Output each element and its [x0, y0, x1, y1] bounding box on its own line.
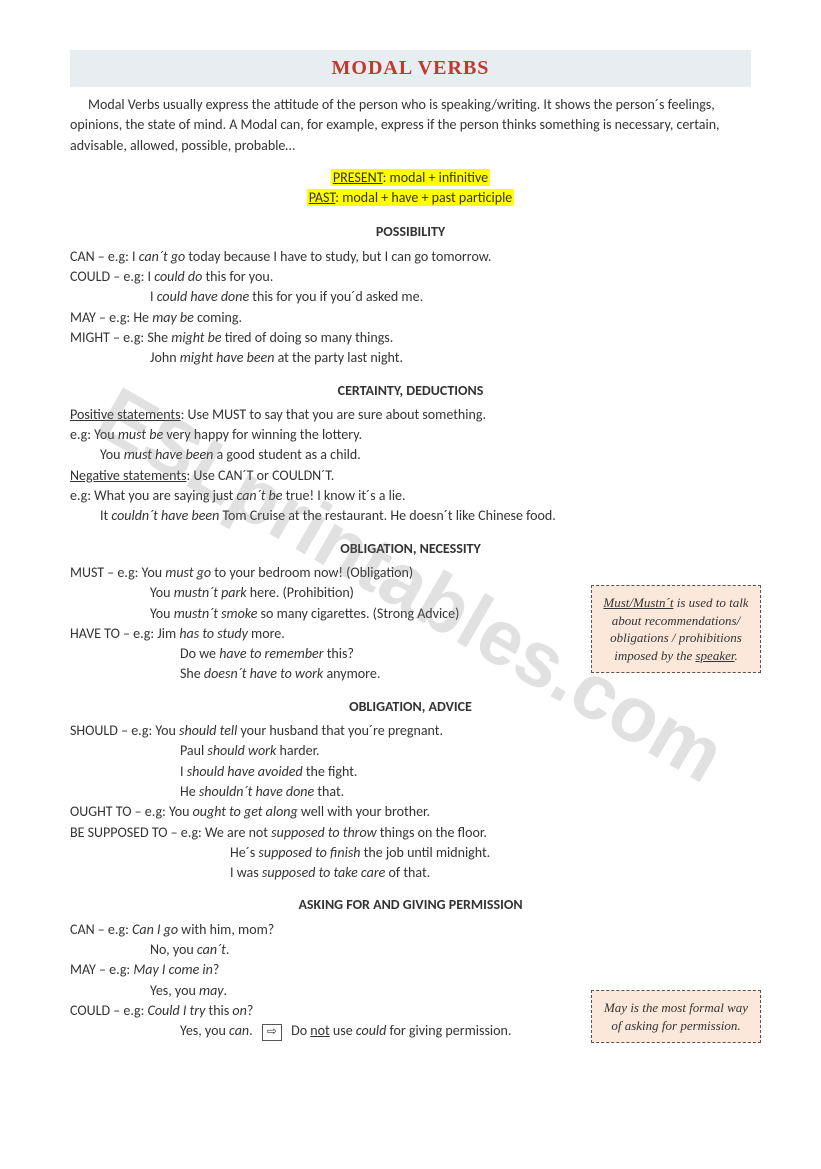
- page-title: MODAL VERBS: [332, 57, 490, 79]
- on-l1: MUST – e.g: You must go to your bedroom …: [70, 563, 751, 583]
- section-head-possibility: POSSIBILITY: [70, 222, 751, 242]
- poss-l6: John might have been at the party last n…: [150, 348, 751, 368]
- cert-p2: You must have been a good student as a c…: [100, 445, 751, 465]
- note-box-must: Must/Mustn´t is used to talk about recom…: [591, 585, 761, 673]
- intro-paragraph: Modal Verbs usually express the attitude…: [70, 95, 751, 156]
- poss-l1: CAN – e.g: I can´t go today because I ha…: [70, 247, 751, 267]
- poss-l5: MIGHT – e.g: She might be tired of doing…: [70, 328, 751, 348]
- formula-present: PRESENT: modal + infinitive: [70, 168, 751, 188]
- section-head-oblig-adv: OBLIGATION, ADVICE: [70, 697, 751, 717]
- poss-l4: MAY – e.g: He may be coming.: [70, 308, 751, 328]
- poss-l3: I could have done this for you if you´d …: [150, 287, 751, 307]
- oa-l6: BE SUPPOSED TO – e.g: We are not suppose…: [70, 823, 751, 843]
- section-head-certainty: CERTAINTY, DEDUCTIONS: [70, 381, 751, 401]
- formula-past: PAST: modal + have + past participle: [70, 188, 751, 208]
- section-head-permission: ASKING FOR AND GIVING PERMISSION: [70, 895, 751, 915]
- cert-n2: It couldn´t have been Tom Cruise at the …: [100, 506, 751, 526]
- formula-block: PRESENT: modal + infinitive PAST: modal …: [70, 168, 751, 209]
- pm-l1: CAN – e.g: Can I go with him, mom?: [70, 920, 751, 940]
- arrow-icon: ⇨: [262, 1024, 282, 1040]
- cert-pos: Positive statements: Use MUST to say tha…: [70, 405, 751, 425]
- oa-l5: OUGHT TO – e.g: You ought to get along w…: [70, 802, 751, 822]
- oa-l1: SHOULD – e.g: You should tell your husba…: [70, 721, 751, 741]
- pm-l3: MAY – e.g: May I come in?: [70, 960, 751, 980]
- title-bar: MODAL VERBS: [70, 50, 751, 87]
- oa-l4: He shouldn´t have done that.: [180, 782, 751, 802]
- oa-l3: I should have avoided the fight.: [180, 762, 751, 782]
- section-head-oblig-nec: OBLIGATION, NECESSITY: [70, 539, 751, 559]
- poss-l2: COULD – e.g: I could do this for you.: [70, 267, 751, 287]
- cert-neg: Negative statements: Use CAN´T or COULDN…: [70, 466, 751, 486]
- oa-l2: Paul should work harder.: [180, 741, 751, 761]
- cert-p1: e.g: You must be very happy for winning …: [70, 425, 751, 445]
- oa-l8: I was supposed to take care of that.: [230, 863, 751, 883]
- note-box-may: May is the most formal way of asking for…: [591, 990, 761, 1043]
- pm-l2: No, you can´t.: [150, 940, 751, 960]
- cert-n1: e.g: What you are saying just can´t be t…: [70, 486, 751, 506]
- oa-l7: He´s supposed to finish the job until mi…: [230, 843, 751, 863]
